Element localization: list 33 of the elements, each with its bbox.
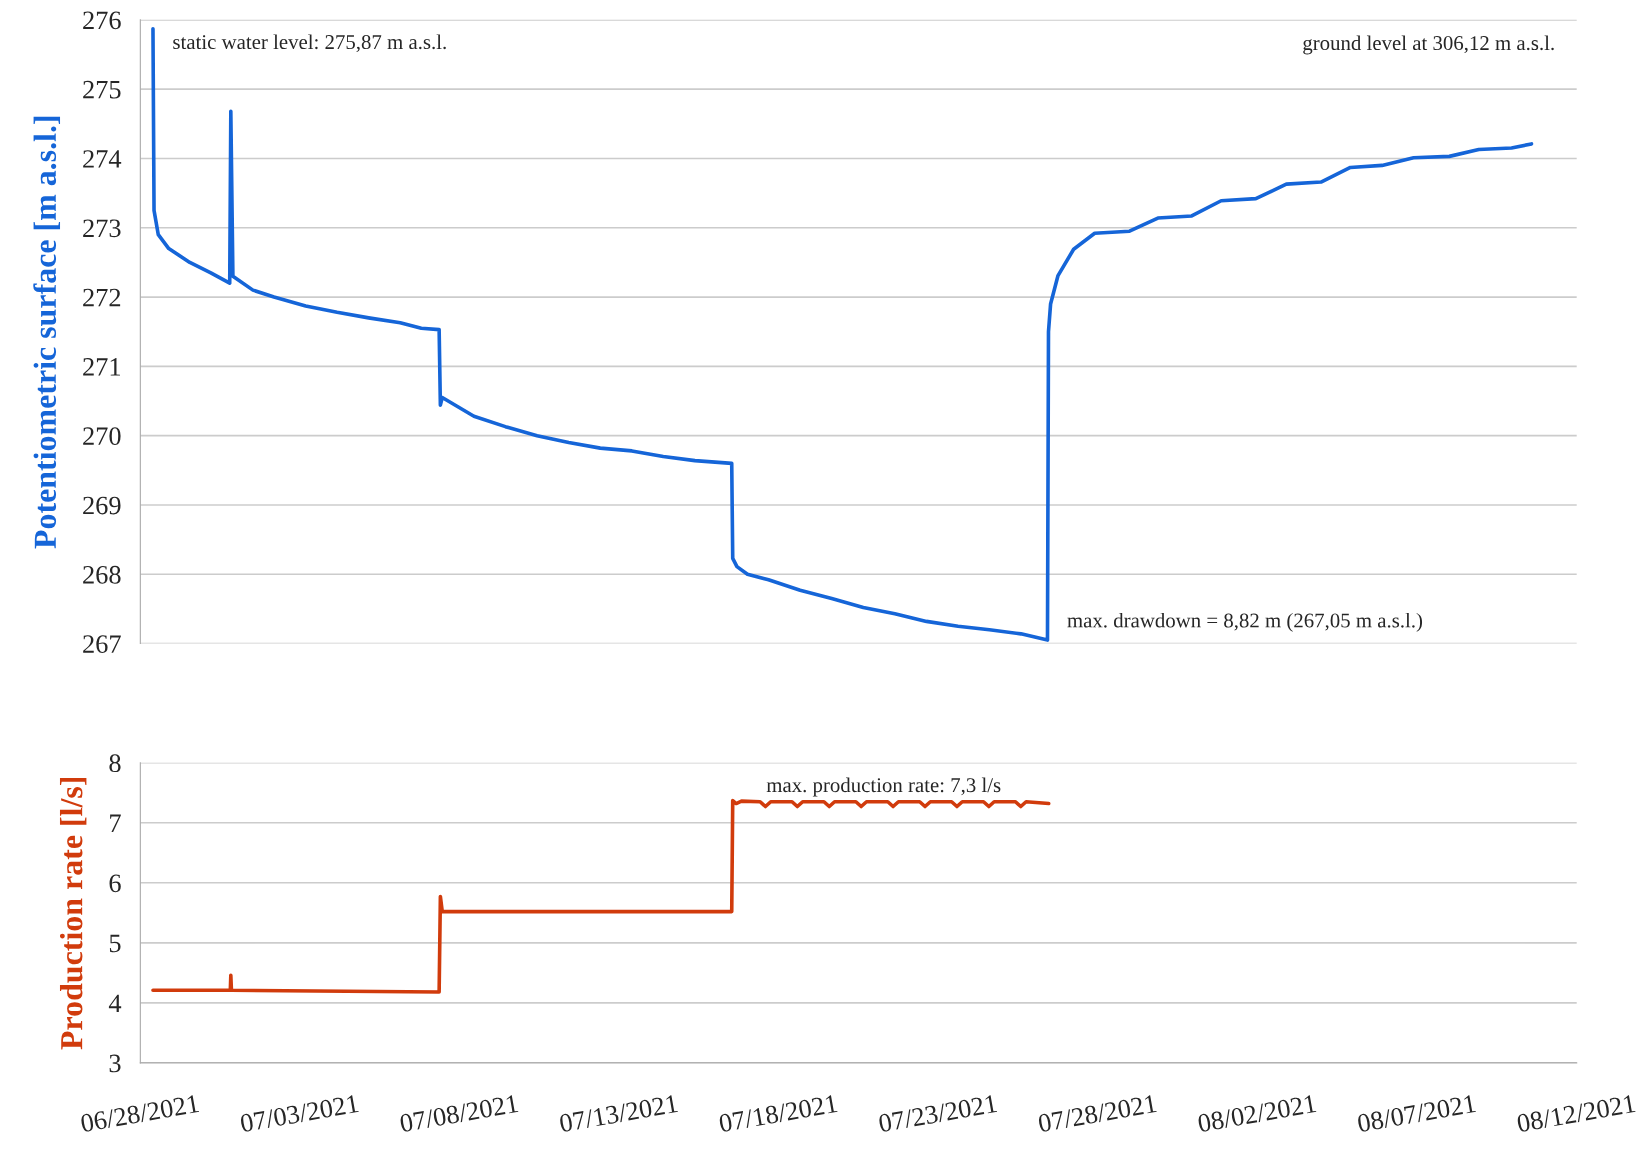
y-tick-label: 8 — [109, 754, 121, 773]
y-tick-label: 271 — [83, 358, 120, 376]
x-tick-label: 07/03/2021 — [239, 1094, 359, 1133]
annotation: max. production rate: 7,3 l/s — [766, 777, 1001, 797]
line-series — [151, 798, 1051, 994]
y-tick-label: 273 — [83, 219, 121, 238]
x-tick-label: 07/28/2021 — [1037, 1094, 1157, 1133]
annotation: max. drawdown = 8,82 m (267,05 m a.s.l.) — [1067, 612, 1423, 632]
y-tick-label: 3 — [109, 1054, 121, 1073]
y-tick-label: 275 — [83, 80, 121, 99]
y-tick-label: 267 — [83, 635, 121, 653]
x-tick-label: 06/28/2021 — [80, 1094, 200, 1133]
x-tick-label: 08/12/2021 — [1516, 1094, 1636, 1133]
y-tick-label: 5 — [109, 934, 121, 953]
x-tick-label: 07/08/2021 — [399, 1094, 519, 1133]
x-tick-label: 08/07/2021 — [1356, 1094, 1476, 1133]
y-axis-title: Potentiometric surface [m a.s.l.] — [33, 116, 61, 549]
x-tick-label: 07/23/2021 — [878, 1094, 998, 1133]
annotation: ground level at 306,12 m a.s.l. — [1303, 35, 1554, 55]
y-tick-label: 272 — [83, 288, 121, 307]
y-tick-label: 7 — [110, 814, 121, 832]
y-tick-label: 268 — [83, 565, 121, 584]
y-tick-label: 270 — [83, 427, 121, 446]
x-tick-label: 08/02/2021 — [1197, 1094, 1317, 1133]
annotation: static water level: 275,87 m a.s.l. — [173, 34, 446, 53]
y-tick-label: 274 — [83, 150, 122, 168]
y-tick-label: 4 — [108, 994, 122, 1012]
y-tick-label: 276 — [83, 11, 121, 30]
y-tick-label: 6 — [109, 874, 121, 893]
y-axis-title: Production rate [l/s] — [59, 777, 87, 1050]
y-tick-label: 269 — [83, 496, 121, 515]
x-tick-label: 07/18/2021 — [718, 1094, 838, 1133]
x-tick-label: 07/13/2021 — [558, 1094, 678, 1133]
